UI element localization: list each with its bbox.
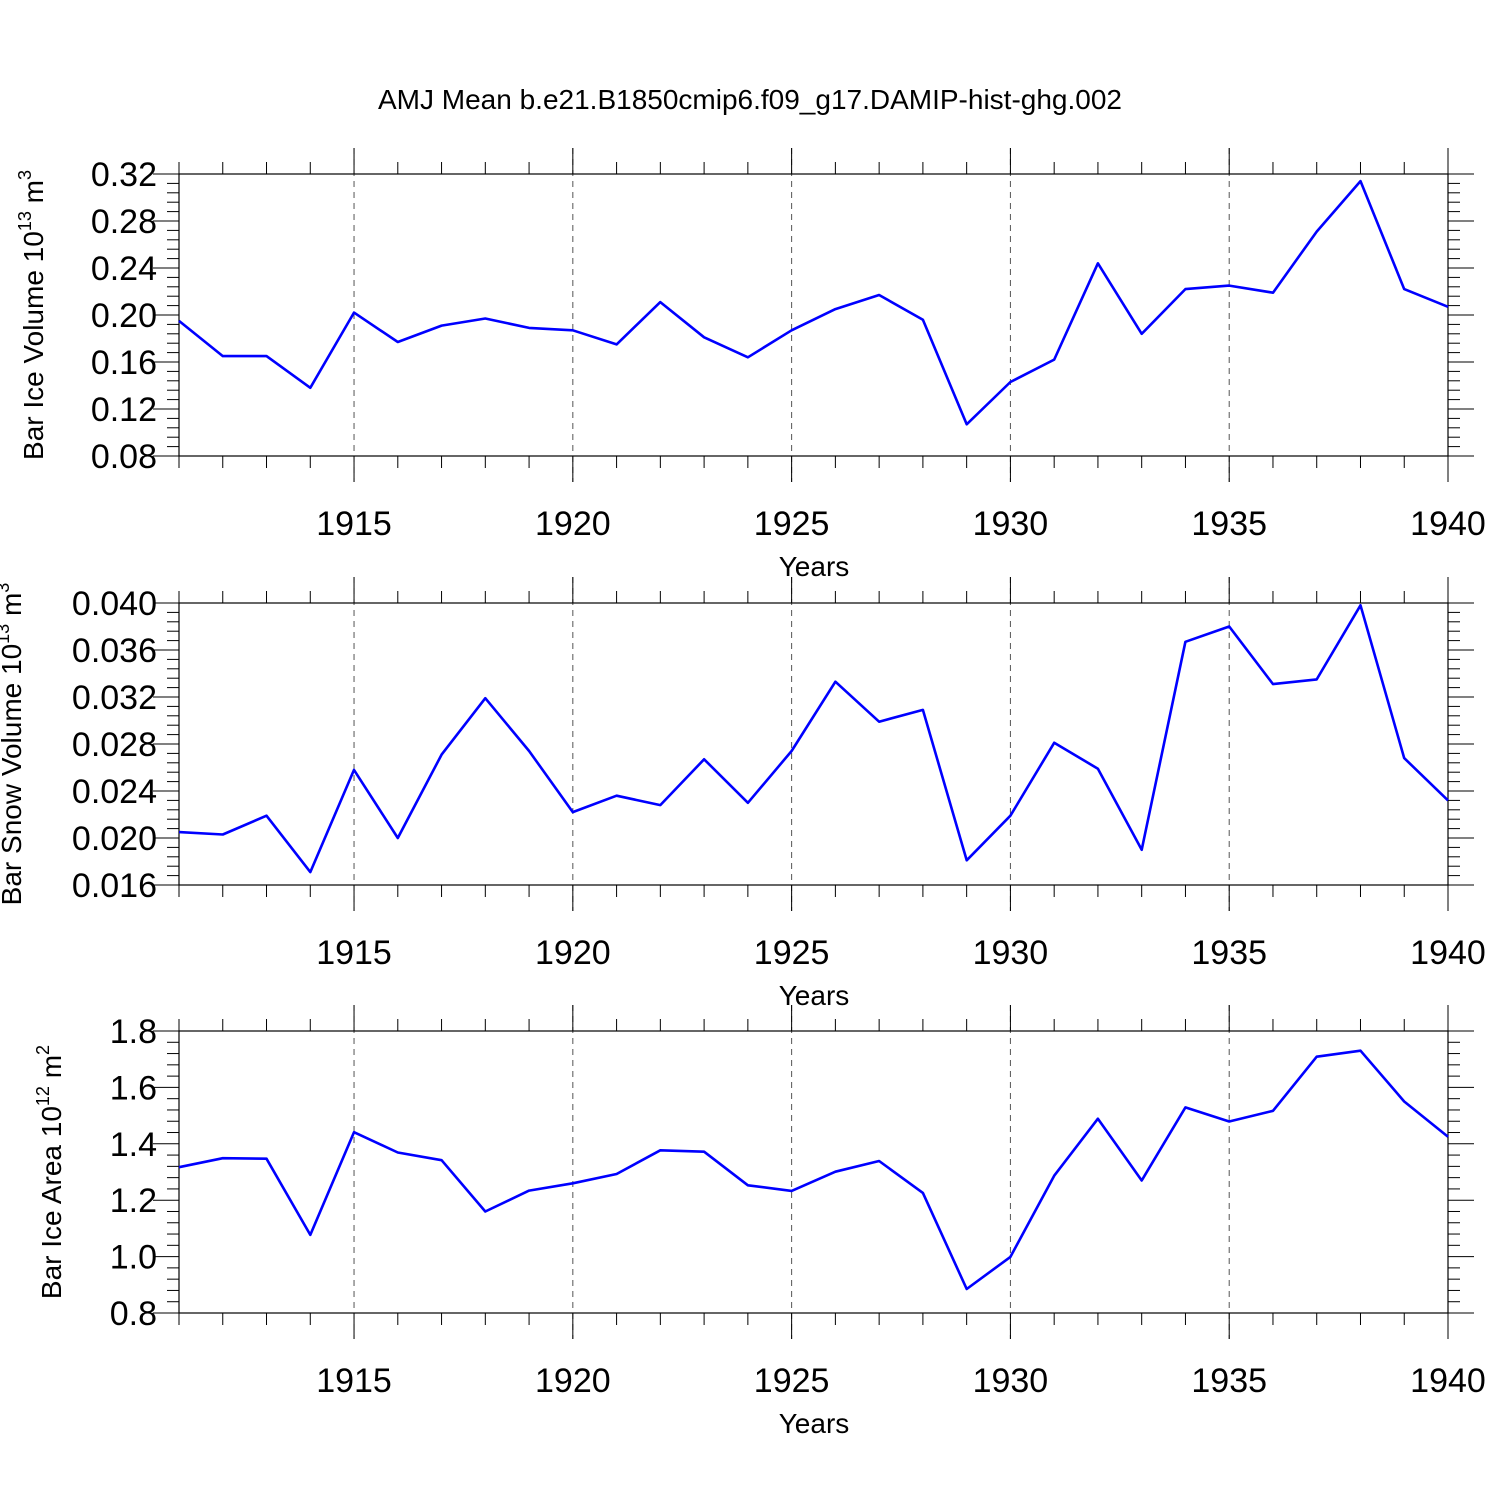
x-tick-label: 1925 xyxy=(754,934,830,972)
x-tick-label: 1935 xyxy=(1191,934,1267,972)
y-axis-label: Bar Snow Volume 1013 m3 xyxy=(0,583,27,906)
x-axis-label: Years xyxy=(779,1408,850,1439)
y-tick-label: 0.040 xyxy=(72,585,157,623)
x-tick-label: 1940 xyxy=(1410,505,1486,543)
x-tick-label: 1935 xyxy=(1191,1362,1267,1400)
y-tick-label: 0.24 xyxy=(91,250,157,288)
x-tick-label: 1915 xyxy=(316,505,392,543)
series-line xyxy=(178,1049,1449,1291)
y-tick-label: 1.2 xyxy=(110,1182,157,1220)
x-tick-label: 1925 xyxy=(754,505,830,543)
series-line xyxy=(178,603,1449,874)
y-tick-label: 0.028 xyxy=(72,726,157,764)
y-tick-label: 1.4 xyxy=(110,1126,157,1164)
plot-frame xyxy=(178,173,1449,457)
y-axis-label: Bar Ice Area 1012 m2 xyxy=(33,1045,67,1299)
x-tick-label: 1940 xyxy=(1410,934,1486,972)
y-tick-label: 1.6 xyxy=(110,1069,157,1107)
y-tick-label: 0.036 xyxy=(72,632,157,670)
plot-frame xyxy=(178,1030,1449,1314)
x-tick-label: 1920 xyxy=(535,934,611,972)
y-tick-label: 0.20 xyxy=(91,297,157,335)
y-tick-label: 0.024 xyxy=(72,773,157,811)
x-tick-label: 1915 xyxy=(316,934,392,972)
y-tick-label: 1.0 xyxy=(110,1239,157,1277)
y-tick-label: 0.12 xyxy=(91,391,157,429)
x-tick-label: 1930 xyxy=(973,934,1049,972)
x-tick-label: 1920 xyxy=(535,505,611,543)
y-tick-label: 0.8 xyxy=(110,1295,157,1333)
y-tick-label: 0.32 xyxy=(91,156,157,194)
panel-2: 1915 1920 1925 1930 1935 1940 Years 0.016 0.020 0… xyxy=(0,577,1486,1011)
x-tick-label: 1930 xyxy=(973,505,1049,543)
y-tick-label: 0.28 xyxy=(91,203,157,241)
x-tick-label: 1940 xyxy=(1410,1362,1486,1400)
panel-3: 1915 1920 1925 1930 1935 1940 Years 0.8 1.0 1.2 1.… xyxy=(33,1005,1486,1439)
panel-1: 1915 1920 1925 1930 1935 1940 Years 0.08 0.12 0.1… xyxy=(15,148,1486,582)
y-axis-label: Bar Ice Volume 1013 m3 xyxy=(15,170,49,460)
x-tick-label: 1920 xyxy=(535,1362,611,1400)
series-line xyxy=(178,179,1449,426)
y-tick-label: 0.032 xyxy=(72,679,157,717)
y-tick-label: 0.016 xyxy=(72,867,157,905)
x-axis-label: Years xyxy=(779,980,850,1011)
x-tick-label: 1925 xyxy=(754,1362,830,1400)
x-tick-label: 1935 xyxy=(1191,505,1267,543)
chart-title: AMJ Mean b.e21.B1850cmip6.f09_g17.DAMIP-… xyxy=(378,84,1122,115)
x-tick-label: 1915 xyxy=(316,1362,392,1400)
x-axis-label: Years xyxy=(779,551,850,582)
y-tick-label: 0.08 xyxy=(91,438,157,476)
y-tick-label: 0.020 xyxy=(72,820,157,858)
y-tick-label: 0.16 xyxy=(91,344,157,382)
x-tick-label: 1930 xyxy=(973,1362,1049,1400)
y-tick-label: 1.8 xyxy=(110,1013,157,1051)
plot-frame xyxy=(178,602,1449,886)
